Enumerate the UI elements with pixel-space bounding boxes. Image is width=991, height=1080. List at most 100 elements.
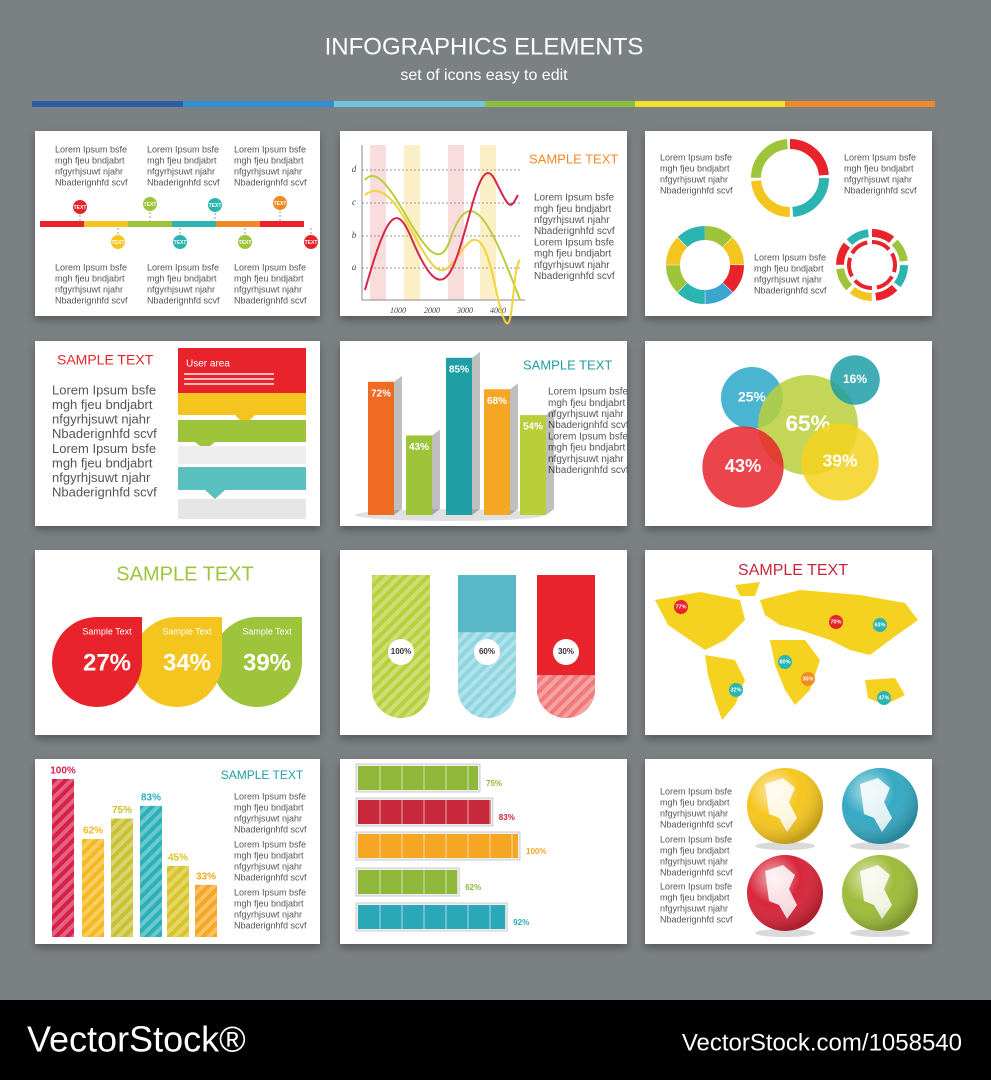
bar xyxy=(484,389,510,515)
bar-stripes xyxy=(167,865,189,937)
x-axis-label: 1000 xyxy=(390,306,406,315)
bar-top xyxy=(368,375,402,382)
body-text: Lorem Ipsum bsfe xyxy=(147,144,219,154)
body-text: Nbaderignhfd scvf xyxy=(660,867,733,877)
body-text: mgh fjeu bndjabrt xyxy=(52,455,153,470)
body-text: mgh fjeu bndjabrt xyxy=(660,845,730,855)
y-axis-label: c xyxy=(352,197,356,207)
text-line xyxy=(184,383,274,385)
body-text: Nbaderignhfd scvf xyxy=(660,914,733,924)
map-marker xyxy=(873,618,887,632)
y-axis-label: d xyxy=(352,164,357,174)
value-label: 30% xyxy=(558,647,574,656)
text-line xyxy=(184,373,274,375)
map-marker xyxy=(778,655,792,669)
value-label: 43% xyxy=(409,442,429,453)
body-text: nfgyrhjsuwt njahr xyxy=(147,284,215,294)
body-text: mgh fjeu bndjabrt xyxy=(234,850,304,860)
value-label: 83% xyxy=(499,813,515,822)
body-text: Nbaderignhfd scvf xyxy=(534,226,615,237)
body-text: nfgyrhjsuwt njahr xyxy=(147,166,215,176)
body-text: Nbaderignhfd scvf xyxy=(147,295,220,305)
body-text: Nbaderignhfd scvf xyxy=(55,177,128,187)
timeline-marker xyxy=(111,235,125,249)
marker-label: 80% xyxy=(779,659,790,665)
ring-segment xyxy=(751,139,829,217)
value-label: 45% xyxy=(168,853,188,864)
bar-top xyxy=(520,409,554,416)
body-text: Nbaderignhfd scvf xyxy=(754,285,827,295)
value-label: 16% xyxy=(843,372,867,386)
x-axis-label: 3000 xyxy=(456,306,473,315)
marker-label: 70% xyxy=(830,619,841,625)
bar-top xyxy=(484,383,518,390)
caption: Sample Text xyxy=(242,626,292,636)
body-text: nfgyrhjsuwt njahr xyxy=(548,409,624,420)
body-text: Nbaderignhfd scvf xyxy=(234,177,307,187)
map-marker xyxy=(729,683,743,697)
caption: Sample Text xyxy=(82,626,132,636)
label-disc xyxy=(474,639,500,665)
value-label: 72% xyxy=(371,388,391,399)
stripe-segment xyxy=(183,101,334,107)
body-text: mgh fjeu bndjabrt xyxy=(660,892,730,902)
body-text: nfgyrhjsuwt njahr xyxy=(660,903,728,913)
body-text: mgh fjeu bndjabrt xyxy=(234,155,304,165)
value-label: 75% xyxy=(486,779,502,788)
column-band xyxy=(404,145,420,300)
body-text: nfgyrhjsuwt njahr xyxy=(534,260,610,271)
body-text: Lorem Ipsum bsfe xyxy=(234,791,306,801)
footer-url: VectorStock.com/1058540 xyxy=(682,1029,962,1056)
label-disc xyxy=(388,639,414,665)
body-text: Nbaderignhfd scvf xyxy=(52,426,157,441)
body-text: Nbaderignhfd scvf xyxy=(55,295,128,305)
body-text: mgh fjeu bndjabrt xyxy=(548,398,625,409)
bubble xyxy=(830,355,880,405)
body-text: Lorem Ipsum bsfe xyxy=(660,152,732,162)
page-subtitle: set of icons easy to edit xyxy=(400,67,568,84)
bar-stripes xyxy=(111,818,133,937)
y-axis-label: a xyxy=(352,262,357,272)
value-label: 60% xyxy=(479,647,495,656)
body-text: nfgyrhjsuwt njahr xyxy=(234,284,302,294)
bar xyxy=(358,905,506,929)
body-text: Lorem Ipsum bsfe xyxy=(844,152,916,162)
body-text: Lorem Ipsum bsfe xyxy=(660,786,732,796)
tab-circle xyxy=(52,617,142,707)
value-label: 85% xyxy=(449,364,469,375)
timeline-marker xyxy=(238,235,252,249)
body-text: Lorem Ipsum bsfe xyxy=(234,262,306,272)
body-text: Nbaderignhfd scvf xyxy=(234,824,307,834)
ring-segment xyxy=(666,226,744,304)
value-label: 34% xyxy=(163,649,211,676)
bar xyxy=(358,766,478,790)
value-label: 75% xyxy=(112,805,132,816)
body-text: Nbaderignhfd scvf xyxy=(548,420,629,431)
globe-shadow xyxy=(850,929,910,937)
column-band xyxy=(370,145,386,300)
ring-segment xyxy=(836,229,908,301)
value-label: 68% xyxy=(487,396,507,407)
bar-stripes xyxy=(195,884,217,937)
value-label: 33% xyxy=(196,872,216,883)
body-text: nfgyrhjsuwt njahr xyxy=(52,412,151,427)
body-text: nfgyrhjsuwt njahr xyxy=(234,166,302,176)
value-label: 62% xyxy=(465,883,481,892)
timeline-marker xyxy=(304,235,318,249)
body-text: mgh fjeu bndjabrt xyxy=(844,163,914,173)
value-label: 100% xyxy=(50,766,76,777)
timeline-marker xyxy=(208,198,222,212)
body-text: mgh fjeu bndjabrt xyxy=(55,155,125,165)
widget-band xyxy=(178,446,306,464)
body-text: nfgyrhjsuwt njahr xyxy=(660,856,728,866)
globe-shadow xyxy=(755,929,815,937)
stripe-segment xyxy=(32,101,183,107)
footer-brand: VectorStock® xyxy=(27,1019,246,1060)
axes xyxy=(361,145,525,301)
x-axis-label: 2000 xyxy=(424,306,440,315)
value-label: 54% xyxy=(523,422,543,433)
body-text: nfgyrhjsuwt njahr xyxy=(548,454,624,465)
body-text: nfgyrhjsuwt njahr xyxy=(534,215,610,226)
bar-side xyxy=(394,375,402,515)
